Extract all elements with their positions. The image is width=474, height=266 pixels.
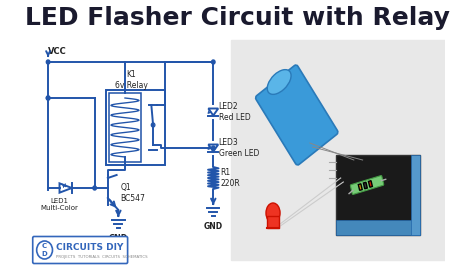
FancyBboxPatch shape	[350, 176, 383, 194]
Text: LED1
Multi-Color: LED1 Multi-Color	[41, 198, 79, 211]
Circle shape	[46, 96, 50, 100]
Text: PROJECTS  TUTORIALS  CIRCUITS  SCHEMATICS: PROJECTS TUTORIALS CIRCUITS SCHEMATICS	[56, 255, 147, 259]
Text: LED2
Red LED: LED2 Red LED	[219, 102, 250, 122]
FancyBboxPatch shape	[364, 182, 367, 189]
FancyBboxPatch shape	[358, 184, 362, 190]
Circle shape	[211, 60, 215, 64]
Circle shape	[46, 60, 50, 64]
Text: Q1
BC547: Q1 BC547	[120, 183, 145, 203]
Circle shape	[211, 146, 215, 150]
Bar	[106, 90, 165, 165]
Text: K1
6v Relay: K1 6v Relay	[115, 70, 147, 90]
Bar	[411, 155, 420, 235]
Bar	[231, 40, 445, 260]
Text: LED3
Green LED: LED3 Green LED	[219, 138, 259, 158]
FancyBboxPatch shape	[33, 236, 128, 264]
Text: R1
220R: R1 220R	[220, 168, 240, 188]
Ellipse shape	[266, 203, 280, 223]
Text: CIRCUITS DIY: CIRCUITS DIY	[56, 243, 123, 251]
Text: GND: GND	[204, 222, 223, 231]
Text: LED Flasher Circuit with Relay: LED Flasher Circuit with Relay	[25, 6, 449, 30]
Bar	[109, 93, 141, 162]
Circle shape	[36, 241, 53, 259]
Bar	[336, 155, 420, 235]
Circle shape	[46, 96, 50, 100]
Ellipse shape	[267, 70, 291, 94]
Circle shape	[93, 186, 96, 190]
FancyBboxPatch shape	[368, 181, 373, 187]
Text: C
D: C D	[42, 243, 47, 256]
Bar	[267, 216, 279, 228]
Text: VCC: VCC	[48, 48, 67, 56]
FancyBboxPatch shape	[255, 65, 338, 165]
Text: GND: GND	[109, 234, 128, 243]
Bar	[336, 220, 420, 235]
